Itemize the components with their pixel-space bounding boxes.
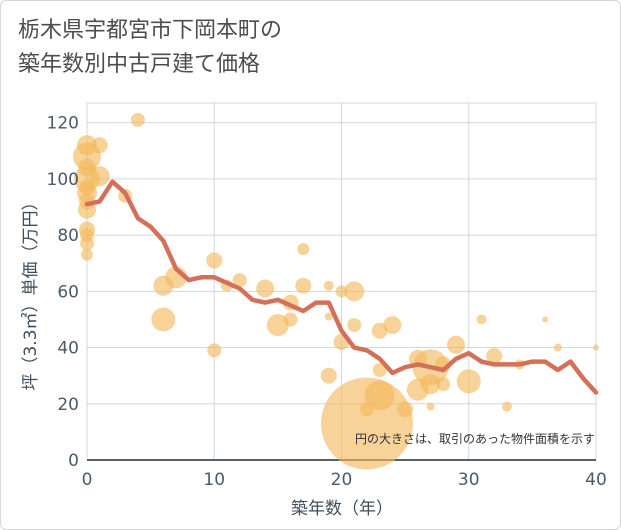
bubble-point bbox=[130, 112, 145, 127]
bubble-size-note: 円の大きさは、取引のあった物件面積を示す bbox=[355, 431, 595, 446]
bubble-point bbox=[335, 285, 348, 298]
y-tick-label: 120 bbox=[47, 114, 79, 134]
bubble-point bbox=[283, 312, 298, 327]
chart-title: 栃木県宇都宮市下岡本町の 築年数別中古戸建て価格 bbox=[18, 14, 282, 82]
bubble-point bbox=[320, 367, 337, 384]
bubble-point bbox=[372, 363, 387, 378]
bubble-point bbox=[89, 166, 110, 187]
bubble-point bbox=[323, 280, 334, 291]
x-tick-label: 30 bbox=[458, 470, 480, 490]
bubble-point bbox=[91, 137, 108, 154]
bubble-point bbox=[542, 316, 549, 323]
bubble-point bbox=[476, 314, 487, 325]
y-axis-label: 坪（3.3㎡）単価（万円） bbox=[21, 193, 41, 390]
bubble-point bbox=[364, 380, 395, 411]
x-tick-label: 10 bbox=[203, 470, 225, 490]
bubble-point bbox=[447, 335, 466, 354]
bubble-point bbox=[420, 374, 441, 395]
y-tick-label: 0 bbox=[68, 451, 79, 471]
bubble-point bbox=[297, 243, 310, 256]
bubble-point bbox=[207, 343, 222, 358]
bubble-point bbox=[81, 248, 93, 261]
bubble-point bbox=[426, 402, 435, 411]
bubble-point bbox=[151, 307, 176, 332]
bubble-point bbox=[593, 344, 599, 351]
y-tick-label: 40 bbox=[57, 339, 79, 359]
bubble-point bbox=[383, 316, 402, 335]
y-tick-label: 80 bbox=[57, 226, 79, 246]
bubble-point bbox=[553, 343, 562, 352]
y-tick-label: 60 bbox=[57, 282, 79, 302]
x-tick-label: 0 bbox=[82, 470, 93, 490]
x-tick-label: 40 bbox=[585, 470, 607, 490]
x-axis-label: 築年数（年） bbox=[291, 499, 393, 519]
bubble-point bbox=[295, 277, 312, 294]
bubble-point bbox=[266, 314, 289, 337]
bubble-point bbox=[232, 273, 247, 288]
tick-labels: 0 20 40 60 80 100 120 0 10 20 30 40 bbox=[47, 114, 607, 490]
y-tick-label: 100 bbox=[47, 170, 79, 190]
chart-title-line-2: 築年数別中古戸建て価格 bbox=[18, 52, 261, 77]
bubble-point bbox=[501, 401, 512, 412]
bubble-point bbox=[324, 312, 333, 321]
y-tick-label: 20 bbox=[57, 395, 79, 415]
bubble-point bbox=[344, 281, 365, 302]
bubble-point bbox=[80, 236, 94, 251]
trend-line bbox=[84, 179, 599, 395]
bubble-point bbox=[436, 377, 451, 392]
trend-series bbox=[84, 179, 599, 395]
x-tick-label: 20 bbox=[331, 470, 353, 490]
bubble-point bbox=[486, 347, 503, 364]
bubble-point bbox=[256, 279, 275, 298]
bubble-point bbox=[397, 401, 414, 418]
bubble-point bbox=[456, 369, 481, 394]
bubble-point bbox=[206, 252, 223, 269]
chart-title-line-1: 栃木県宇都宮市下岡本町の bbox=[18, 18, 283, 43]
bubble-point bbox=[347, 318, 362, 333]
